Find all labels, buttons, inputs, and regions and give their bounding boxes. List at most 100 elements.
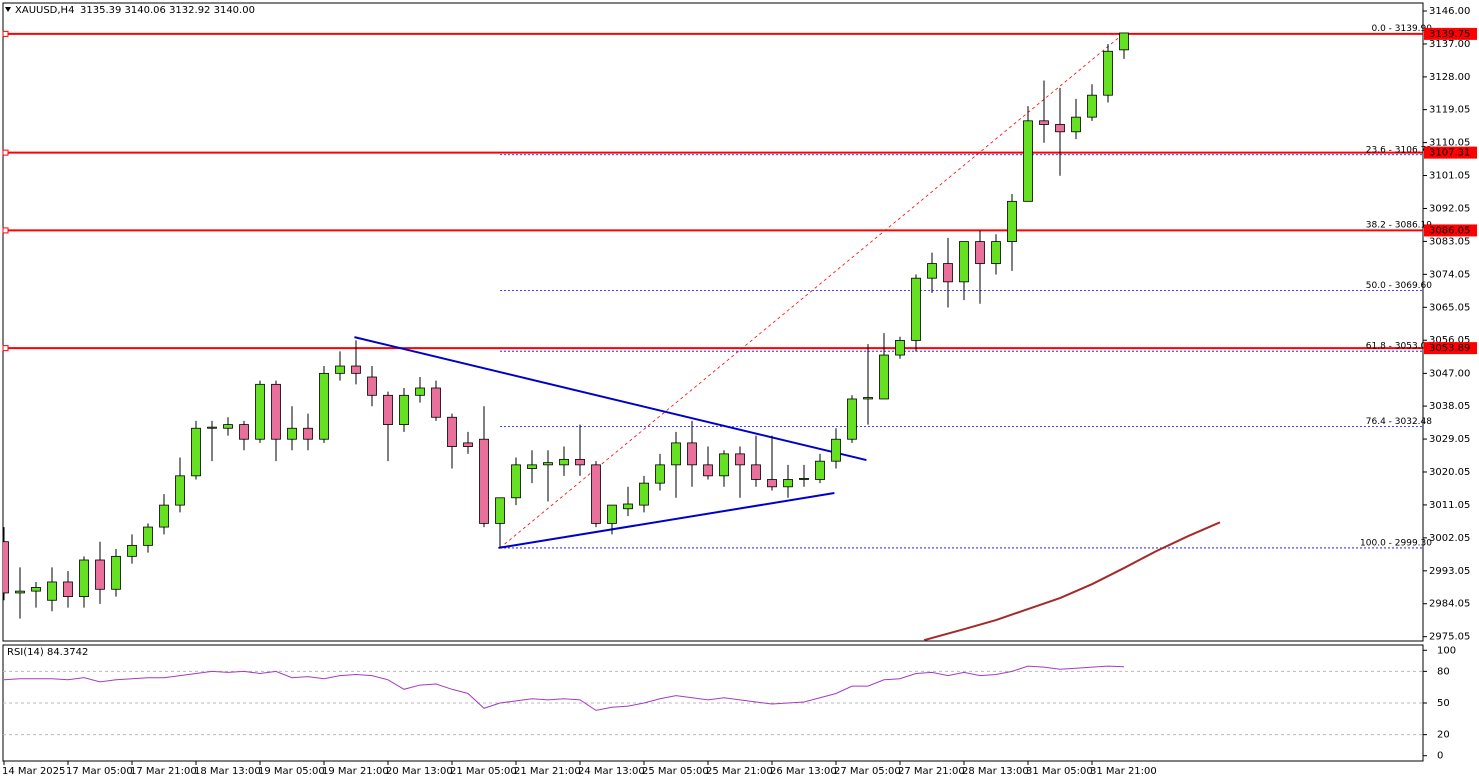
candle-body bbox=[655, 464, 665, 484]
candle-body bbox=[719, 453, 729, 477]
candle-body bbox=[815, 460, 825, 480]
rsi-title: RSI(14) 84.3742 bbox=[7, 647, 88, 658]
level-tag bbox=[1424, 224, 1477, 237]
level-tag-label: 3086.05 bbox=[1429, 225, 1470, 236]
candle-body bbox=[847, 398, 857, 440]
candle-body bbox=[975, 241, 985, 264]
y-tick-label: 3020.05 bbox=[1429, 467, 1470, 478]
candle-body bbox=[479, 438, 489, 524]
candle-body bbox=[1055, 124, 1065, 133]
trendline bbox=[498, 492, 835, 549]
candle-body bbox=[319, 372, 329, 440]
candle-body bbox=[591, 464, 601, 524]
candle-body bbox=[527, 464, 537, 469]
y-tick-label: 3137.00 bbox=[1429, 39, 1470, 50]
rsi-line bbox=[3, 665, 1125, 711]
fib-label: 38.2 - 3086.19 bbox=[1366, 220, 1432, 230]
candle-body bbox=[495, 497, 505, 524]
level-tag bbox=[1424, 27, 1477, 40]
candle-body bbox=[911, 277, 921, 341]
candle-body bbox=[63, 581, 73, 598]
candle-body bbox=[31, 587, 41, 592]
candle-body bbox=[927, 263, 937, 279]
x-tick-label: 17 Mar 21:00 bbox=[130, 766, 197, 777]
x-tick-label: 19 Mar 05:00 bbox=[258, 766, 325, 777]
candle-body bbox=[255, 383, 265, 440]
candle-body bbox=[831, 438, 841, 462]
x-tick-label: 21 Mar 05:00 bbox=[450, 766, 517, 777]
candle-body bbox=[351, 365, 361, 374]
rsi-y-tick-label: 50 bbox=[1437, 698, 1450, 709]
y-tick-label: 3110.05 bbox=[1429, 138, 1470, 149]
candle-body bbox=[399, 394, 409, 425]
rsi-y-tick-label: 20 bbox=[1437, 730, 1450, 741]
level-marker bbox=[2, 149, 9, 156]
fib-label: 0.0 - 3139.90 bbox=[1372, 24, 1433, 34]
x-tick-label: 14 Mar 2025 bbox=[2, 766, 65, 777]
x-tick-label: 17 Mar 05:00 bbox=[66, 766, 133, 777]
rsi-y-tick-label: 80 bbox=[1437, 666, 1450, 677]
candle-body bbox=[207, 426, 217, 429]
candle-body bbox=[47, 581, 57, 601]
level-tag-label: 3053.89 bbox=[1429, 343, 1470, 354]
candle-body bbox=[239, 424, 249, 440]
y-tick-label: 3065.05 bbox=[1429, 302, 1470, 313]
candle-body bbox=[191, 427, 201, 477]
candle-body bbox=[607, 504, 617, 524]
y-tick-label: 2984.05 bbox=[1429, 599, 1470, 610]
y-tick-label: 3119.05 bbox=[1429, 105, 1470, 116]
y-tick-label: 3029.05 bbox=[1429, 434, 1470, 445]
plot-area bbox=[3, 32, 1423, 641]
candle-body bbox=[79, 559, 89, 598]
level-marker bbox=[2, 345, 9, 352]
fib-label: 76.4 - 3032.48 bbox=[1366, 417, 1432, 427]
x-tick-label: 28 Mar 13:00 bbox=[962, 766, 1029, 777]
x-tick-label: 27 Mar 21:00 bbox=[898, 766, 965, 777]
candle-body bbox=[991, 241, 1001, 264]
candle-body bbox=[463, 442, 473, 447]
candle-body bbox=[175, 475, 185, 506]
candle-body bbox=[863, 397, 873, 400]
candle-body bbox=[703, 464, 713, 477]
candle-body bbox=[1039, 120, 1049, 125]
candle-body bbox=[1007, 200, 1017, 242]
y-tick-label: 3128.00 bbox=[1429, 72, 1470, 83]
fib-trend bbox=[499, 33, 1125, 549]
candle-body bbox=[671, 442, 681, 466]
candle-body bbox=[623, 503, 633, 510]
candle-body bbox=[303, 427, 313, 440]
candle-body bbox=[367, 376, 377, 396]
candle-body bbox=[943, 263, 953, 283]
candle-body bbox=[511, 464, 521, 499]
candle-body bbox=[575, 458, 585, 466]
x-tick-label: 21 Mar 21:00 bbox=[514, 766, 581, 777]
candle-body bbox=[1087, 94, 1097, 118]
candle-body bbox=[783, 479, 793, 488]
x-tick-label: 24 Mar 13:00 bbox=[578, 766, 645, 777]
candle-body bbox=[879, 354, 889, 400]
y-tick-label: 3074.05 bbox=[1429, 269, 1470, 280]
y-tick-label: 3056.05 bbox=[1429, 335, 1470, 346]
candle-body bbox=[111, 555, 121, 590]
chart-title: XAUUSD,H4 bbox=[15, 5, 74, 16]
y-tick-label: 2993.05 bbox=[1429, 566, 1470, 577]
candle-body bbox=[735, 453, 745, 466]
trendline bbox=[354, 336, 867, 462]
level-marker bbox=[2, 227, 9, 234]
candle-body bbox=[415, 387, 425, 396]
y-tick-label: 3011.05 bbox=[1429, 500, 1470, 511]
candle-body bbox=[1103, 50, 1113, 96]
fib-label: 61.8 - 3053.06 bbox=[1366, 342, 1432, 352]
candle-body bbox=[223, 424, 233, 429]
candle-body bbox=[959, 241, 969, 283]
x-tick-label: 27 Mar 05:00 bbox=[834, 766, 901, 777]
candle-body bbox=[335, 365, 345, 374]
level-tag-label: 3107.31 bbox=[1429, 148, 1470, 159]
moving-average bbox=[923, 521, 1221, 641]
candle-body bbox=[383, 394, 393, 425]
price-pane bbox=[2, 2, 1424, 642]
x-tick-label: 31 Mar 05:00 bbox=[1026, 766, 1093, 777]
x-tick-label: 20 Mar 13:00 bbox=[386, 766, 453, 777]
y-tick-label: 2975.05 bbox=[1429, 632, 1470, 643]
